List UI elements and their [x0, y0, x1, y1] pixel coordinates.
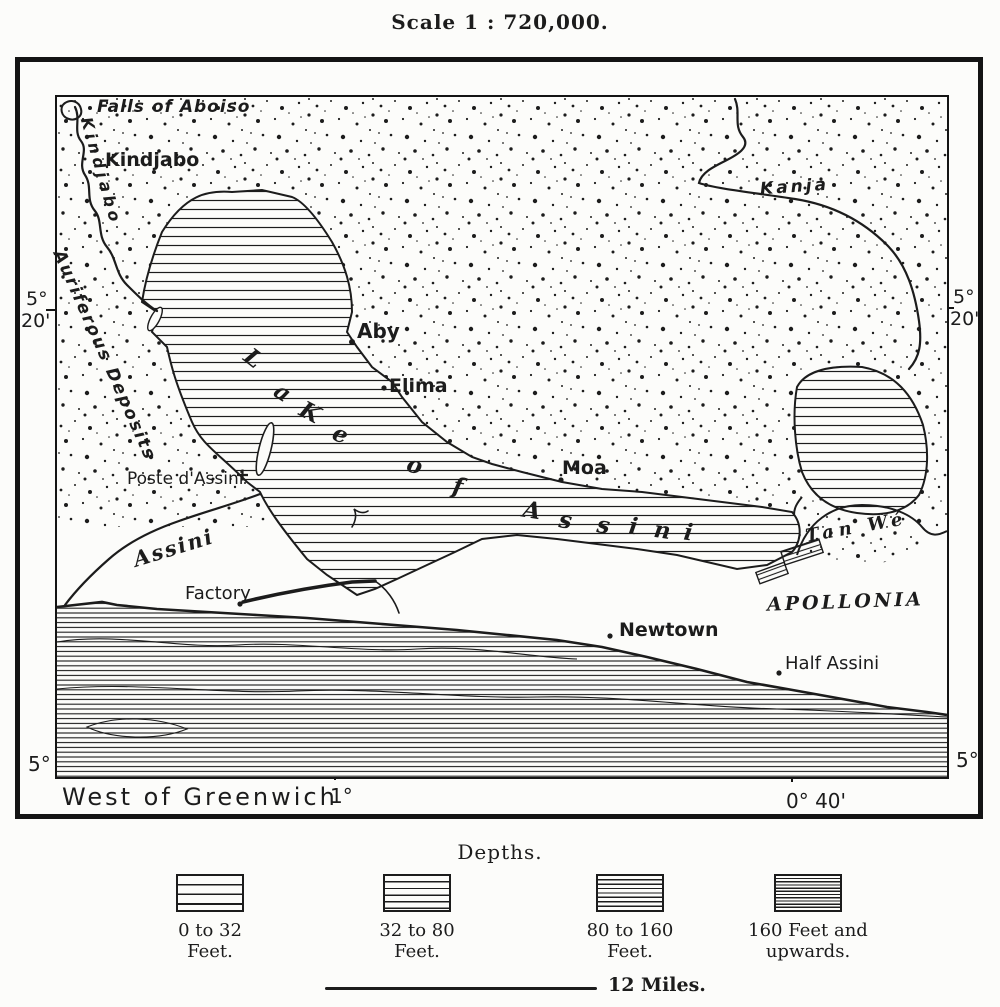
legend-item-depth-1: 0 to 32 Feet.: [130, 874, 290, 962]
legend-title: Depths.: [457, 840, 543, 864]
legend-label-line1: 32 to 80: [379, 920, 455, 941]
aby-marker: [349, 339, 355, 345]
channel-outlet: [374, 580, 400, 614]
depth-swatch-32-80: [383, 874, 451, 912]
half-assini-marker: [776, 670, 782, 676]
label-falls-of-aboiso: Falls of Aboiso: [97, 97, 251, 117]
legend-label-line1: 160 Feet and: [748, 920, 868, 941]
depth-contour: [57, 638, 578, 660]
lon-label-1: 1°: [330, 784, 353, 808]
elima-marker: [381, 385, 387, 391]
label-newtown: Newtown: [619, 619, 719, 641]
legend-item-depth-3: 80 to 160 Feet.: [550, 874, 710, 962]
depth-contour: [57, 685, 947, 718]
poste-dassini-cross-marker: [237, 469, 248, 481]
label-poste-dassini: Poste d'Assini: [127, 469, 244, 489]
label-aby: Aby: [357, 319, 400, 343]
label-moa: Moa: [562, 457, 607, 479]
lat-label-right-deg: 5°: [953, 286, 975, 308]
legend-label-line2: upwards.: [765, 941, 851, 962]
tick-right-lat: [945, 307, 954, 309]
legend-label-line1: 80 to 160: [586, 920, 674, 941]
label-factory: Factory: [185, 583, 251, 604]
lake-creek: [351, 508, 369, 528]
tanwe-coastline: [796, 503, 947, 556]
scale-bar-label: 12 Miles.: [608, 974, 706, 996]
lake-of-assini: [140, 188, 801, 597]
scale-bar: [325, 987, 597, 990]
kanja-river-line: [697, 97, 922, 371]
assini-river-line: [63, 492, 262, 607]
legend-label-line2: Feet.: [187, 941, 233, 962]
lat-label-right-min: 20': [950, 308, 980, 330]
label-elima: Elima: [389, 375, 448, 397]
legend-item-depth-4: 160 Feet and upwards.: [728, 874, 888, 962]
lat-label-left-deg: 5°: [26, 288, 48, 310]
legend-label-line2: Feet.: [394, 941, 440, 962]
lat-label-left-bottom: 5°: [28, 752, 51, 776]
moa-marker: [558, 477, 564, 483]
map-canvas: Falls of Aboiso Kindjabo Kindjabo Kanja …: [49, 95, 949, 779]
eastern-lagoon: [793, 365, 929, 516]
lat-label-right-bottom: 5°: [956, 748, 979, 772]
legend-item-depth-2: 32 to 80 Feet.: [337, 874, 497, 962]
lake-island-small: [147, 306, 163, 332]
tick-left-lat: [46, 309, 55, 311]
depth-swatch-160-up: [774, 874, 842, 912]
map-drawing: [57, 97, 947, 777]
depth-swatch-80-160: [596, 874, 664, 912]
map-scale-title: Scale 1 : 720,000.: [391, 10, 609, 34]
legend-label-line2: Feet.: [607, 941, 653, 962]
depth-contour: [85, 718, 189, 738]
coastline: [57, 600, 947, 717]
newtown-marker: [607, 633, 613, 639]
label-half-assini: Half Assini: [785, 653, 880, 674]
settlement-markers: [237, 339, 782, 676]
label-kindjabo-town: Kindjabo: [105, 149, 200, 171]
ocean: [57, 600, 947, 777]
legend-label-line1: 0 to 32: [178, 920, 242, 941]
factory-channel: [241, 579, 377, 604]
depth-swatch-0-32: [176, 874, 244, 912]
meridian-note: West of Greenwich: [62, 783, 338, 811]
factory-marker: [237, 601, 243, 607]
lon-label-2: 0° 40': [786, 789, 847, 813]
lat-label-left-min: 20': [21, 310, 51, 332]
rivers: [60, 97, 922, 614]
lake-island: [255, 421, 275, 477]
kindjabo-river-line: [73, 105, 159, 313]
tanwe-land-stipple: [793, 505, 921, 565]
